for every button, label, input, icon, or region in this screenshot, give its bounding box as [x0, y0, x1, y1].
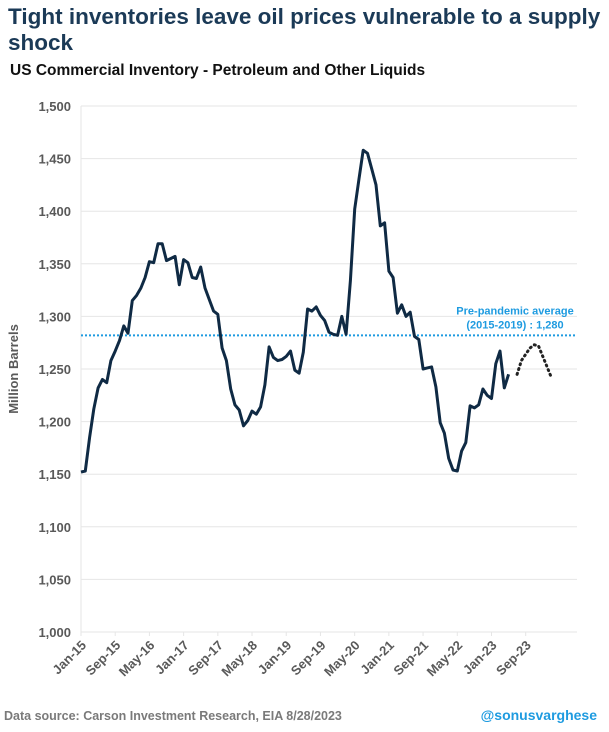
x-tick-label: Jan-23: [460, 638, 500, 678]
x-tick-label: Jan-21: [357, 638, 397, 678]
x-tick-label: Sep-21: [390, 638, 431, 679]
x-tick-label: Jan-17: [152, 638, 192, 678]
x-tick-label: May-18: [218, 638, 260, 680]
y-tick-label: 1,100: [38, 520, 71, 535]
reference-label-line1: Pre-pandemic average: [456, 305, 573, 317]
y-tick-label: 1,150: [38, 467, 71, 482]
author-handle-link[interactable]: @sonusvarghese: [480, 707, 597, 723]
x-tick-label: Jan-19: [255, 638, 295, 678]
x-tick-label: Sep-17: [185, 638, 226, 679]
y-axis-label: Million Barrels: [6, 324, 21, 414]
y-tick-label: 1,200: [38, 415, 71, 430]
y-tick-label: 1,350: [38, 257, 71, 272]
reference-label-line2: (2015-2019) : 1,280: [466, 319, 563, 331]
data-source-note: Data source: Carson Investment Research,…: [4, 709, 342, 723]
x-tick-label: Sep-23: [493, 638, 534, 679]
x-tick-label: Sep-15: [83, 638, 124, 679]
chart-subtitle: US Commercial Inventory - Petroleum and …: [10, 62, 426, 79]
x-tick-label: Sep-19: [288, 638, 329, 679]
y-tick-label: 1,450: [38, 152, 71, 167]
series-line-actual: [80, 148, 511, 474]
x-tick-label: Jan-15: [49, 638, 89, 678]
y-tick-label: 1,500: [38, 99, 71, 114]
y-tick-label: 1,000: [38, 625, 71, 640]
y-tick-label: 1,050: [38, 572, 71, 587]
x-tick-label: May-22: [424, 638, 466, 680]
y-tick-label: 1,250: [38, 362, 71, 377]
y-axis-ticks: 1,000 1,050 1,100 1,150 1,200 1,250 1,300 1,350…: [38, 99, 71, 640]
series-line-projection: [515, 343, 553, 379]
chart-title: Tight inventories leave oil prices vulne…: [8, 4, 601, 55]
y-tick-label: 1,300: [38, 309, 71, 324]
y-tick-label: 1,400: [38, 204, 71, 219]
x-axis-ticks: Jan-15Sep-15May-16Jan-17Sep-17May-18Jan-…: [49, 638, 533, 680]
x-tick-label: May-16: [116, 638, 158, 680]
x-tick-label: May-20: [321, 638, 363, 680]
